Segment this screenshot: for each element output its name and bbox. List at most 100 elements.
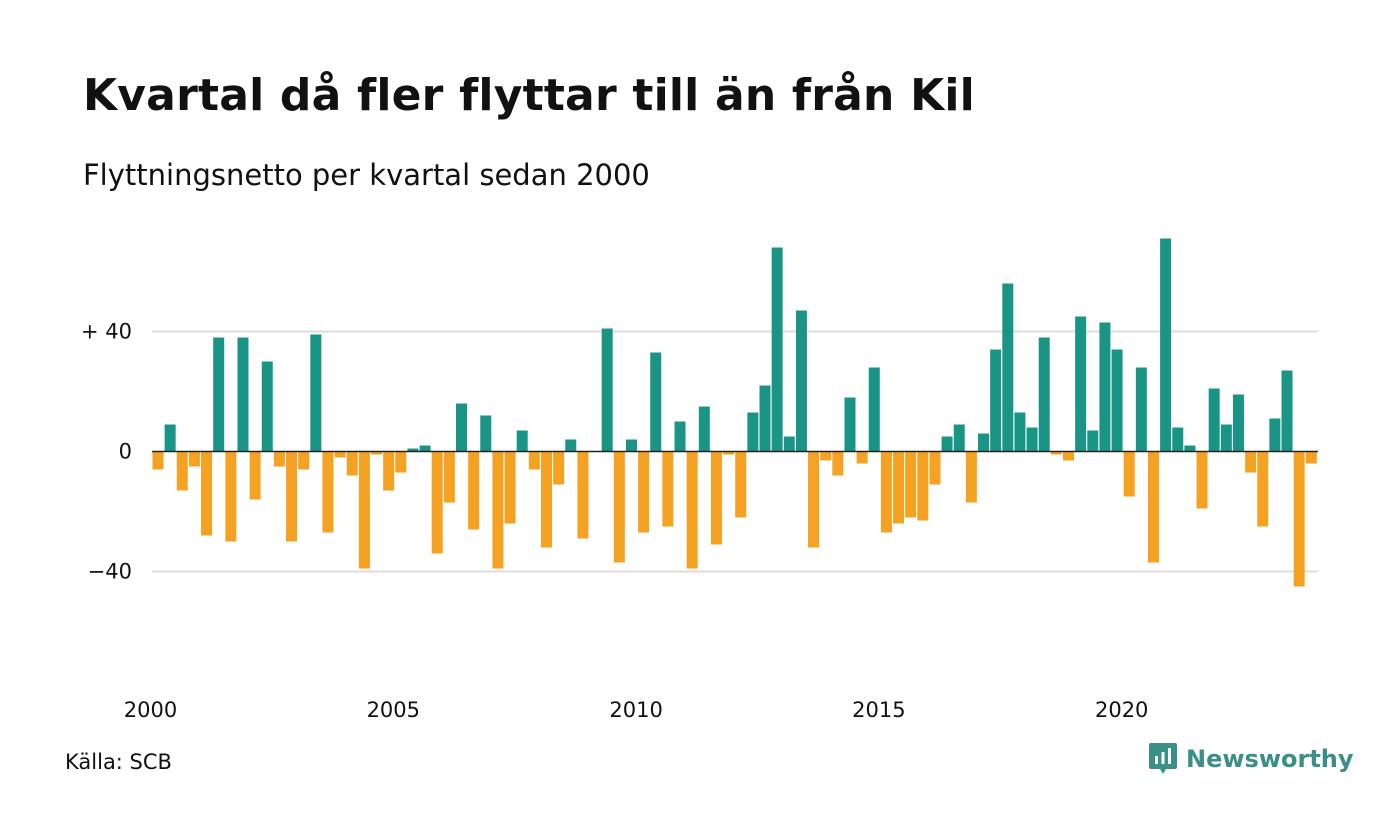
x-tick-label: 2020 — [1095, 698, 1148, 722]
bar — [419, 445, 431, 452]
bar — [565, 439, 577, 452]
bar — [1305, 451, 1317, 464]
bar — [832, 451, 844, 476]
bar — [905, 451, 917, 518]
bar — [201, 451, 213, 536]
bar — [395, 451, 407, 473]
bar — [1257, 451, 1269, 527]
bar — [1220, 424, 1232, 452]
bar — [601, 328, 613, 452]
bar — [613, 451, 625, 563]
bar-series — [152, 238, 1317, 587]
bar — [261, 361, 273, 452]
bar — [893, 451, 905, 524]
bar — [322, 451, 334, 533]
bar — [480, 415, 492, 452]
bar — [1075, 316, 1087, 452]
bar — [1269, 418, 1281, 452]
bar — [844, 397, 856, 452]
bar — [334, 451, 346, 458]
bar — [965, 451, 977, 503]
bar — [1123, 451, 1135, 497]
y-axis-labels: + 40 0 −40 — [81, 320, 132, 584]
bar — [298, 451, 310, 470]
bar — [1050, 451, 1062, 455]
bar — [868, 367, 880, 452]
bar — [504, 451, 516, 524]
bar — [540, 451, 552, 548]
bar — [783, 436, 795, 452]
chart-subtitle: Flyttningsnetto per kvartal sedan 2000 — [83, 158, 650, 192]
x-tick-label: 2015 — [852, 698, 905, 722]
bar — [273, 451, 285, 467]
bar — [492, 451, 504, 569]
bar — [346, 451, 358, 476]
bar — [917, 451, 929, 521]
bar — [188, 451, 200, 467]
bar — [1014, 412, 1026, 452]
bar — [1063, 451, 1074, 461]
bar — [710, 451, 722, 545]
x-tick-label: 2000 — [124, 698, 177, 722]
bar — [662, 451, 674, 527]
y-tick-label: 0 — [119, 440, 132, 464]
bar — [1087, 430, 1099, 452]
bar — [431, 451, 443, 554]
x-tick-label: 2010 — [609, 698, 662, 722]
bar — [941, 436, 953, 452]
bar — [152, 451, 164, 470]
bar — [808, 451, 820, 548]
bar — [771, 247, 783, 452]
source-note: Källa: SCB — [65, 750, 172, 774]
bar — [225, 451, 237, 542]
bar — [456, 403, 467, 452]
bar — [856, 451, 868, 464]
bar — [880, 451, 892, 533]
bar — [1245, 451, 1257, 473]
bar — [1135, 367, 1147, 452]
bar — [735, 451, 747, 518]
bar — [698, 406, 710, 452]
bar — [213, 337, 225, 452]
bar — [310, 334, 322, 452]
bar — [1184, 445, 1196, 452]
bar — [747, 412, 759, 452]
bar — [1038, 337, 1050, 452]
newsworthy-logo-icon — [1149, 743, 1177, 774]
bar — [686, 451, 698, 569]
bar — [674, 421, 686, 452]
brand-logo: Newsworthy — [1148, 742, 1354, 776]
x-tick-label: 2005 — [367, 698, 420, 722]
bar — [650, 352, 662, 452]
bar — [953, 424, 965, 452]
y-tick-label: + 40 — [81, 320, 132, 344]
bar — [1293, 451, 1305, 587]
bar — [528, 451, 540, 470]
bar — [1232, 394, 1244, 452]
bar — [1099, 322, 1111, 452]
bar — [1281, 370, 1293, 452]
bar — [176, 451, 188, 491]
brand-name: Newsworthy — [1186, 745, 1354, 773]
bar — [795, 310, 807, 452]
grid-lines — [152, 330, 1318, 573]
bar — [383, 451, 395, 491]
bar — [978, 433, 990, 452]
bar — [625, 439, 637, 452]
bar — [443, 451, 455, 503]
bar — [1196, 451, 1208, 509]
bar — [577, 451, 589, 539]
bar — [1208, 388, 1220, 452]
bar — [553, 451, 565, 485]
bar — [164, 424, 176, 452]
bar — [249, 451, 261, 500]
bar — [929, 451, 941, 485]
x-axis-labels: 2000 2005 2010 2015 2020 — [124, 698, 1149, 722]
bar — [516, 430, 528, 452]
bar — [1111, 349, 1123, 452]
chart-title: Kvartal då fler flyttar till än från Kil — [83, 70, 975, 121]
bar — [1002, 283, 1014, 452]
bar — [820, 451, 832, 461]
bar — [638, 451, 650, 533]
